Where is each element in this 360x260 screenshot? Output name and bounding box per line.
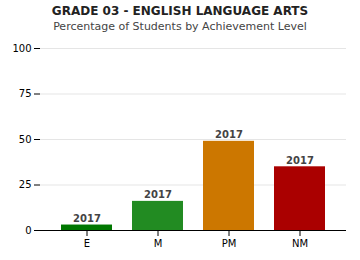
svg-text:PM: PM — [222, 238, 237, 249]
svg-text:100: 100 — [12, 43, 31, 54]
svg-text:2017: 2017 — [286, 155, 314, 166]
svg-text:2017: 2017 — [73, 213, 101, 224]
html-text:GRADE 03 - ENGLISH LANGUAGE AR: GRADE 03 - ENGLISH LANGUAGE ARTS — [51, 4, 309, 18]
svg-text:M: M — [154, 238, 163, 249]
svg-text:50: 50 — [19, 134, 32, 145]
svg-text:2017: 2017 — [144, 189, 172, 200]
svg-text:25: 25 — [19, 179, 32, 190]
html-text:Percentage of Students by Achi: Percentage of Students by Achievement Le… — [53, 20, 307, 33]
svg-text:2017: 2017 — [215, 129, 243, 140]
svg-text:E: E — [84, 238, 90, 249]
svg-text:75: 75 — [19, 88, 32, 99]
svg-text:NM: NM — [292, 238, 308, 249]
svg-text:0: 0 — [25, 225, 31, 236]
